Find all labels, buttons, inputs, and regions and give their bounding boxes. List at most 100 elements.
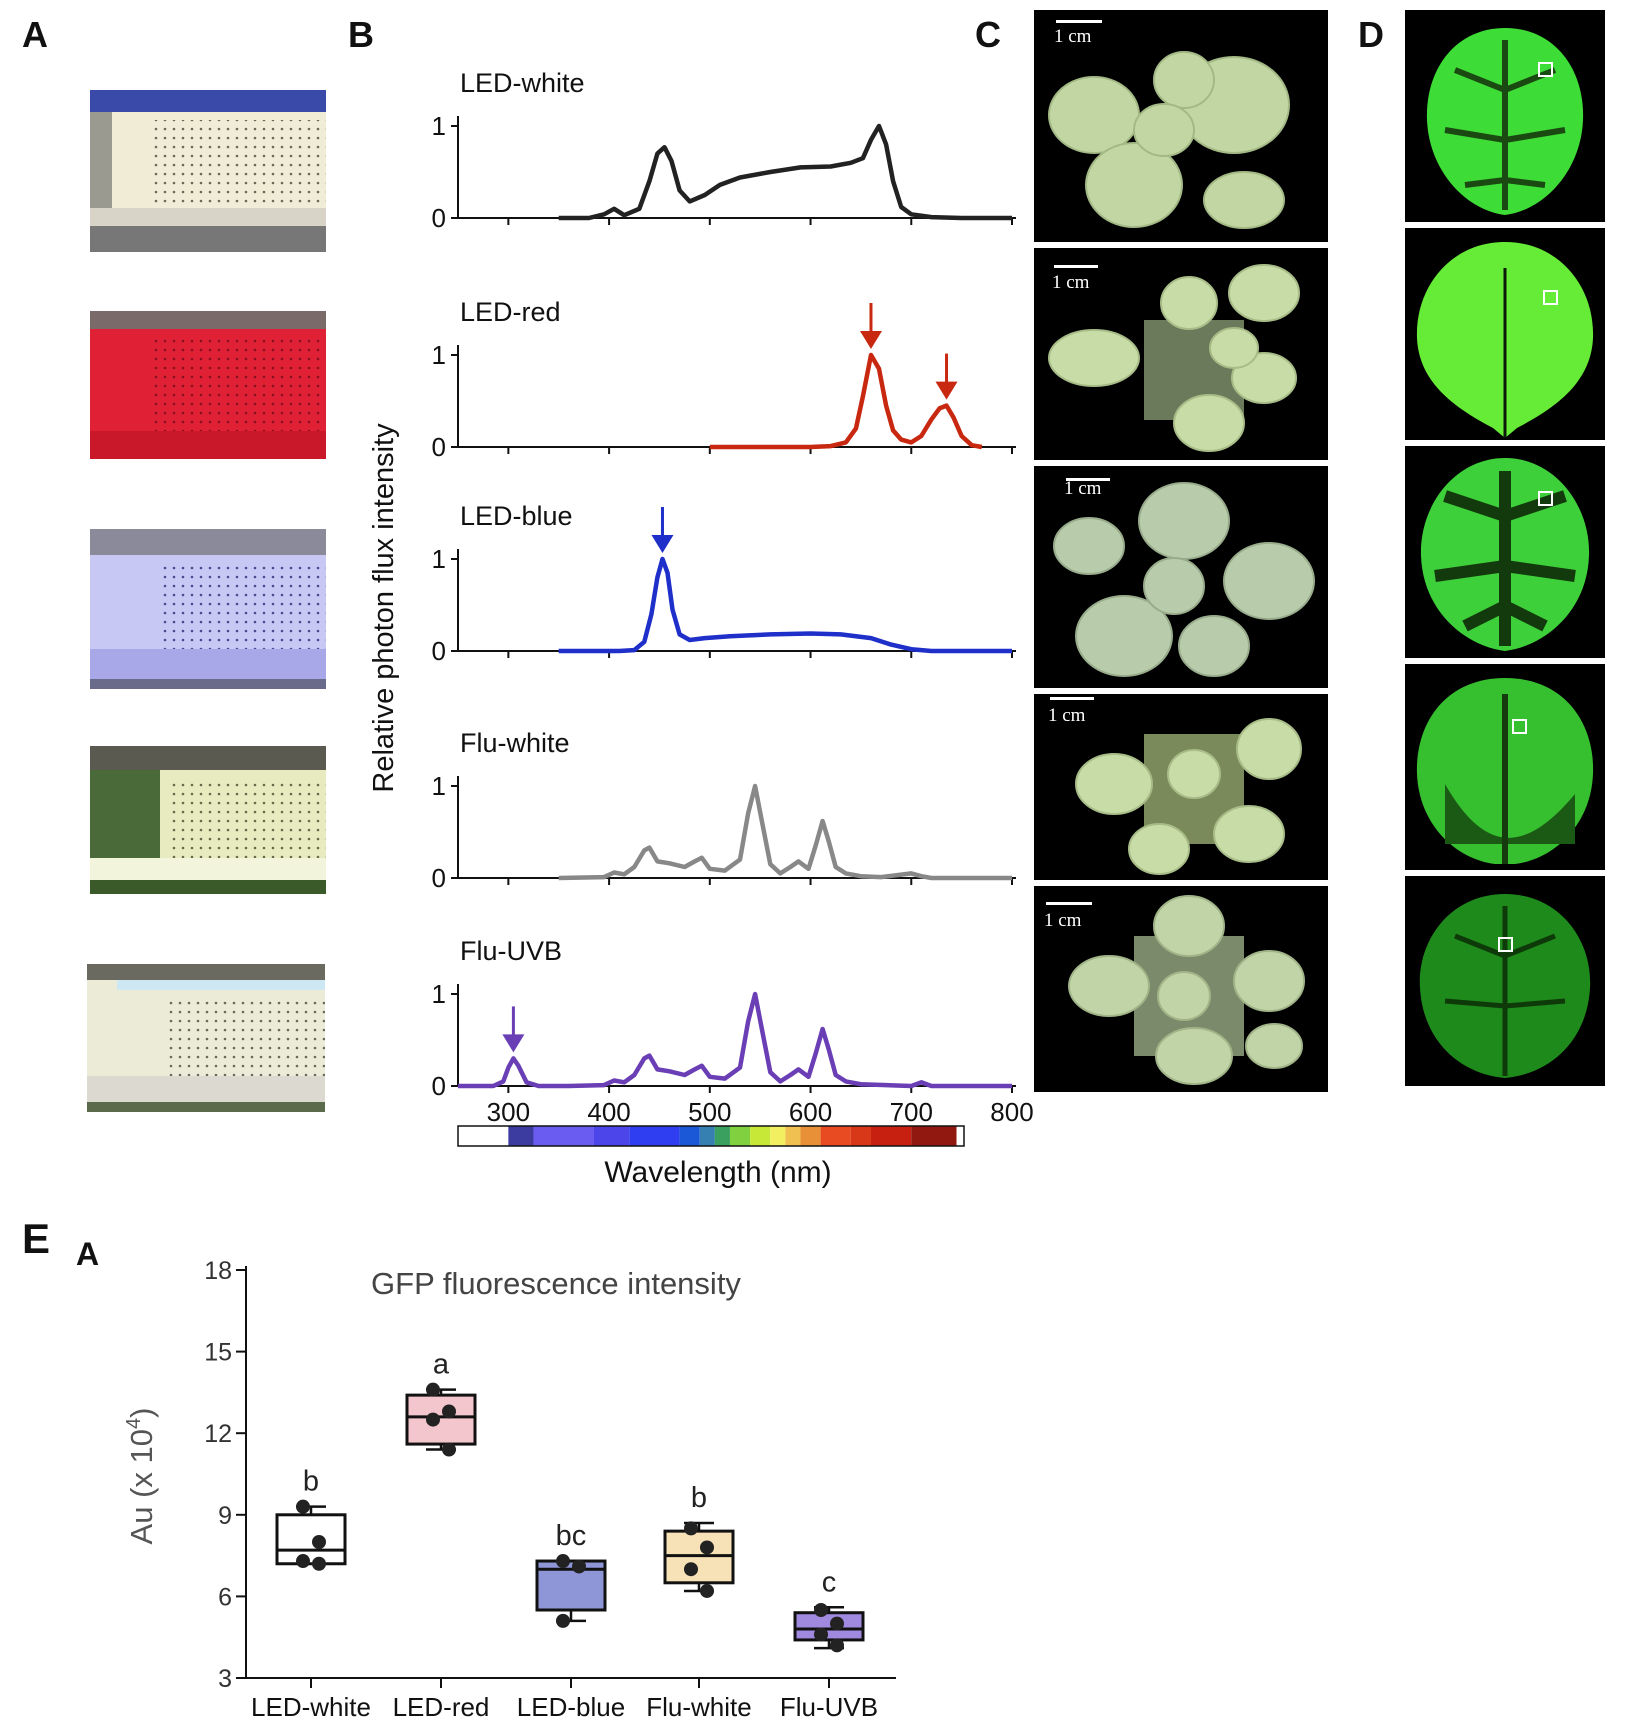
colorbar-segment: [679, 1126, 700, 1146]
chamber-photo-led-red: [90, 311, 326, 459]
plant-photo-flu-uvb: [1034, 886, 1328, 1092]
scale-label-4: 1 cm: [1048, 705, 1086, 726]
colorbar-segment: [629, 1126, 680, 1146]
spectrum-line-led-white: [558, 123, 1012, 221]
colorbar-segment: [870, 1126, 912, 1146]
panel-letter-e: E: [22, 1215, 51, 1262]
y-tick-label-flu-uvb: 1: [432, 979, 446, 1009]
x-tick-label: 300: [487, 1097, 530, 1127]
box-y-tick-label: 3: [218, 1665, 232, 1693]
box-category-label-flu-white: Flu-white: [646, 1692, 751, 1722]
panel-letter-e-sub: A: [76, 1236, 100, 1272]
y-tick-label-led-red: 0: [432, 432, 446, 462]
box-y-tick-label: 18: [204, 1257, 232, 1285]
colorbar-segment: [714, 1126, 730, 1146]
peak-arrow-head-led-blue: [651, 535, 674, 553]
scale-bar-4: [1050, 697, 1094, 700]
y-axis-title: Relative photon flux intensity: [368, 423, 400, 793]
box-point-led-white: [296, 1499, 310, 1514]
box-point-flu-uvb: [830, 1638, 844, 1653]
box-iqr-led-red: [405, 1393, 477, 1446]
colorbar-segment: [750, 1126, 771, 1146]
box-point-led-red: [442, 1442, 456, 1457]
plant-photo-led-blue: [1034, 466, 1328, 688]
panel-letter-b: B: [348, 14, 374, 55]
box-y-axis-title: Au (x 104): [123, 1408, 159, 1545]
box-point-led-white: [312, 1556, 326, 1571]
spectrum-line-flu-white: [558, 783, 1012, 881]
x-tick-label: 800: [990, 1097, 1033, 1127]
scale-bar-3: [1066, 478, 1110, 481]
box-point-flu-white: [700, 1540, 714, 1555]
box-category-label-led-white: LED-white: [251, 1692, 371, 1722]
colorbar-segment: [956, 1126, 1012, 1146]
panel-letter-c: C: [975, 14, 1001, 55]
scale-bar-5: [1046, 902, 1092, 905]
y-tick-label-led-blue: 1: [432, 544, 446, 574]
peak-arrow-head-led-red: [935, 381, 958, 400]
leaf-gfp-flu-white: [1405, 664, 1605, 870]
spectrum-title-led-blue: LED-blue: [460, 501, 573, 531]
box-point-flu-uvb: [830, 1616, 844, 1631]
panel-letter-d: D: [1358, 14, 1384, 55]
colorbar-segment: [911, 1126, 957, 1146]
y-tick-label-led-white: 1: [432, 111, 446, 141]
box-point-led-white: [312, 1535, 326, 1549]
scale-label-3: 1 cm: [1064, 478, 1102, 499]
box-iqr-flu-uvb: [793, 1611, 865, 1642]
panel-letter-a: A: [22, 14, 48, 55]
x-axis-title: Wavelength (nm): [604, 1156, 831, 1189]
box-y-tick-label: 15: [204, 1339, 232, 1367]
y-tick-label-led-red: 1: [432, 340, 446, 370]
box-y-tick-label: 6: [218, 1583, 232, 1611]
chamber-photo-led-blue: [90, 529, 326, 689]
significance-letter-flu-white: b: [691, 1482, 707, 1514]
leaf-gfp-led-white: [1405, 10, 1605, 222]
colorbar-frame: [457, 1125, 965, 1147]
box-point-flu-uvb: [814, 1627, 828, 1642]
plant-photo-led-white: [1034, 10, 1328, 242]
box-point-led-blue: [572, 1559, 586, 1574]
box-point-led-blue: [556, 1554, 570, 1569]
leaf-gfp-led-red: [1405, 228, 1605, 440]
box-point-flu-white: [700, 1583, 714, 1598]
colorbar-segment: [785, 1126, 801, 1146]
plant-photo-flu-white: [1034, 694, 1328, 880]
box-point-led-blue: [556, 1613, 570, 1628]
spectrum-line-led-blue: [558, 556, 1012, 654]
box-point-led-red: [442, 1404, 456, 1419]
box-y-tick-label: 9: [218, 1502, 232, 1530]
y-tick-label-flu-white: 1: [432, 771, 446, 801]
spectrum-title-led-red: LED-red: [460, 297, 561, 327]
colorbar-segment: [770, 1126, 786, 1146]
scale-bar-2: [1054, 265, 1098, 268]
x-tick-label: 600: [789, 1097, 832, 1127]
plant-photo-led-red: [1034, 248, 1328, 460]
box-title: GFP fluorescence intensity: [371, 1266, 741, 1301]
significance-letter-led-white: b: [303, 1466, 319, 1498]
leaf-gfp-led-blue: [1405, 446, 1605, 658]
colorbar-segment: [699, 1126, 715, 1146]
leaf-gfp-flu-uvb: [1405, 876, 1605, 1086]
x-tick-label: 700: [890, 1097, 933, 1127]
chamber-photo-flu-white: [90, 746, 326, 894]
colorbar-segment: [800, 1126, 821, 1146]
colorbar-segment: [458, 1126, 509, 1146]
box-y-tick-label: 12: [204, 1420, 232, 1448]
significance-letter-led-red: a: [433, 1349, 450, 1381]
significance-letter-flu-uvb: c: [822, 1566, 837, 1598]
colorbar-segment: [729, 1126, 751, 1146]
y-tick-label-flu-white: 0: [432, 863, 446, 893]
box-point-flu-uvb: [814, 1603, 828, 1617]
box-point-flu-white: [684, 1562, 698, 1577]
chamber-photo-flu-uvb: [87, 964, 325, 1112]
peak-arrow-head-flu-uvb: [502, 1034, 525, 1053]
colorbar-segment: [593, 1126, 630, 1146]
y-tick-label-led-white: 0: [432, 203, 446, 233]
box-point-flu-white: [684, 1521, 698, 1536]
spectrum-line-flu-uvb: [458, 991, 1012, 1089]
box-point-led-red: [426, 1382, 440, 1397]
scale-bar-1: [1056, 20, 1102, 23]
